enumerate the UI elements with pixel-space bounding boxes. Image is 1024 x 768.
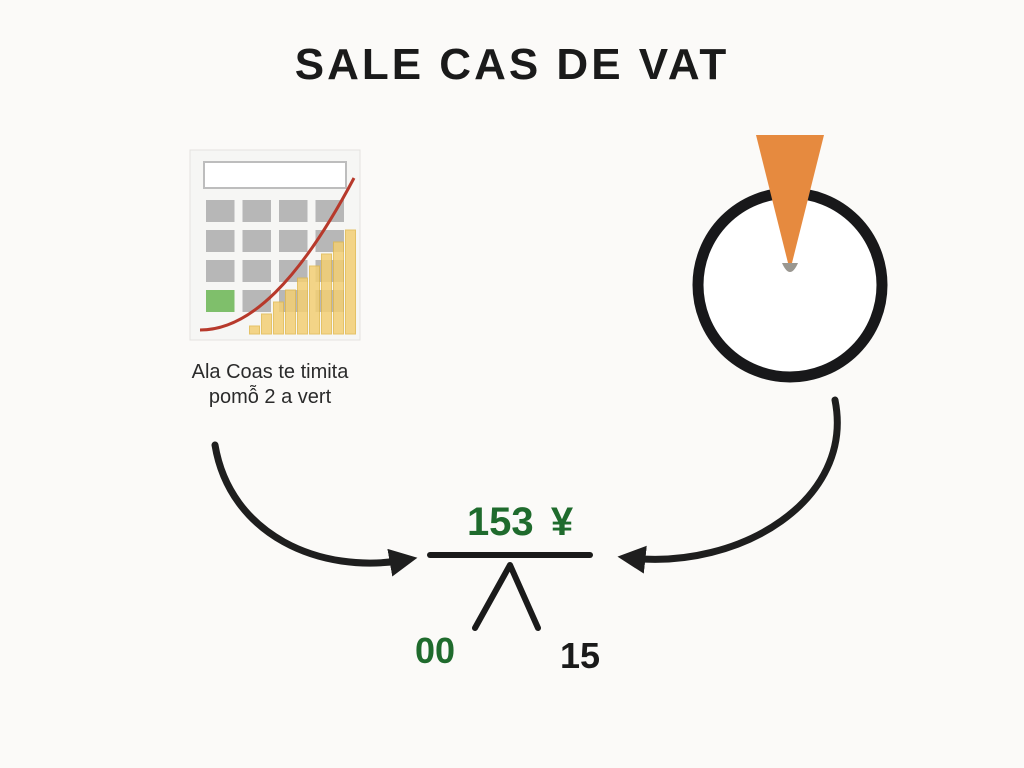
vector-layer <box>0 0 1024 768</box>
stage: SALE CAS DE VAT Ala Coas te timita pomỗ … <box>0 0 1024 768</box>
